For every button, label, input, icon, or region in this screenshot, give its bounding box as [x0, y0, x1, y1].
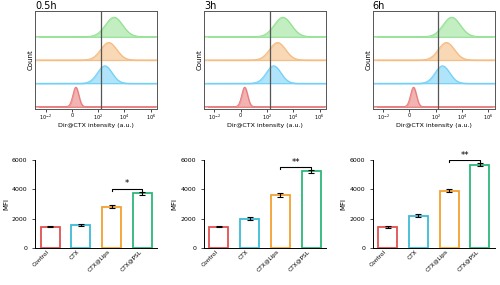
Bar: [210, 227, 229, 248]
Bar: [132, 194, 152, 248]
Y-axis label: Count: Count: [366, 50, 372, 70]
Bar: [240, 219, 259, 248]
Y-axis label: Count: Count: [196, 50, 202, 70]
Y-axis label: Count: Count: [28, 50, 34, 70]
Bar: [440, 191, 458, 248]
Bar: [409, 215, 428, 248]
Text: 6h: 6h: [372, 1, 385, 11]
Y-axis label: MFI: MFI: [3, 198, 9, 210]
Bar: [72, 225, 90, 248]
Bar: [470, 165, 490, 248]
Bar: [378, 227, 398, 248]
Bar: [302, 171, 320, 248]
Text: 3h: 3h: [204, 1, 216, 11]
Text: **: **: [460, 151, 469, 160]
Bar: [40, 227, 60, 248]
Bar: [102, 207, 121, 248]
Text: 0.5h: 0.5h: [35, 1, 56, 11]
Y-axis label: MFI: MFI: [172, 198, 178, 210]
X-axis label: Dir@CTX intensity (a.u.): Dir@CTX intensity (a.u.): [227, 123, 303, 129]
X-axis label: Dir@CTX intensity (a.u.): Dir@CTX intensity (a.u.): [58, 123, 134, 129]
X-axis label: Dir@CTX intensity (a.u.): Dir@CTX intensity (a.u.): [396, 123, 472, 129]
Text: *: *: [125, 180, 129, 188]
Bar: [271, 195, 290, 248]
Y-axis label: MFI: MFI: [340, 198, 346, 210]
Text: **: **: [292, 158, 300, 166]
